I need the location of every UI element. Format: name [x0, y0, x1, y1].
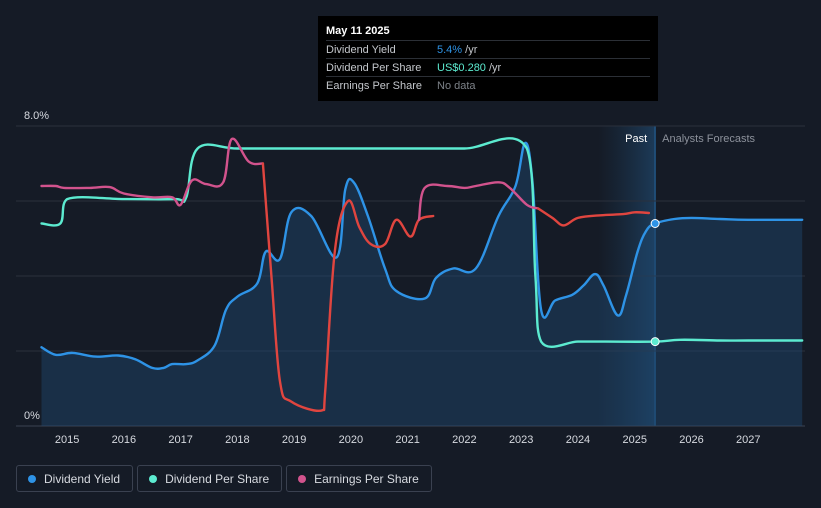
series-area-dividend-yield: [41, 142, 803, 426]
x-tick-label: 2016: [112, 434, 136, 446]
x-tick-label: 2018: [225, 434, 249, 446]
series-line-earnings-per-share: [417, 181, 540, 221]
tooltip-label: Earnings Per Share: [326, 80, 422, 92]
y-tick-label: 8.0%: [24, 110, 49, 122]
tooltip-date: May 11 2025: [326, 25, 390, 37]
marker-dividend-per-share: [650, 337, 660, 347]
x-tick-label: 2015: [55, 434, 79, 446]
legend-dot-icon: [28, 474, 36, 483]
tooltip-row-dividend-yield: Dividend Yield 5.4% /yr: [326, 40, 650, 59]
legend-label: Dividend Yield: [44, 471, 121, 486]
tooltip-label: Dividend Per Share: [326, 62, 422, 74]
marker-dividend-yield: [650, 219, 660, 228]
series-line-earnings-per-share: [40, 137, 265, 207]
forecast-label: Analysts Forecasts: [662, 133, 755, 145]
x-tick-label: 2022: [452, 434, 476, 446]
series-line-earnings-per-share: [261, 162, 435, 413]
series-line-dividend-per-share: [40, 137, 804, 348]
x-tick-label: 2027: [736, 434, 760, 446]
chart-legend: Dividend Yield Dividend Per Share Earnin…: [16, 465, 432, 494]
tooltip-label: Dividend Yield: [326, 44, 396, 56]
legend-item-dividend-yield[interactable]: Dividend Yield: [16, 465, 134, 492]
legend-dot-icon: [149, 474, 158, 483]
dividend-chart: 8.0% 0% 2015 2016 2017 2018 2019 2020 2021 2022 20…: [16, 110, 805, 446]
series-line-dividend-yield: [40, 141, 804, 370]
legend-item-dividend-per-share[interactable]: Dividend Per Share: [137, 465, 283, 492]
tooltip-value: US$0.280 /yr: [437, 62, 502, 74]
legend-item-earnings-per-share[interactable]: Earnings Per Share: [286, 465, 432, 492]
tooltip-value: 5.4% /yr: [437, 44, 478, 56]
x-tick-label: 2026: [679, 434, 703, 446]
y-tick-label: 0%: [24, 410, 40, 422]
tooltip-value: No data: [437, 80, 476, 92]
tooltip-row-earnings-per-share: Earnings Per Share No data: [326, 76, 650, 95]
x-tick-label: 2017: [168, 434, 192, 446]
chart-tooltip: May 11 2025 Dividend Yield 5.4% /yr Divi…: [318, 16, 658, 101]
tooltip-row-dividend-per-share: Dividend Per Share US$0.280 /yr: [326, 58, 650, 77]
legend-label: Dividend Per Share: [165, 471, 270, 486]
past-label: Past: [625, 133, 647, 145]
legend-dot-icon: [298, 474, 307, 483]
x-tick-label: 2021: [395, 434, 419, 446]
x-tick-label: 2020: [339, 434, 363, 446]
x-tick-label: 2025: [622, 434, 646, 446]
x-tick-label: 2024: [566, 434, 590, 446]
series-line-earnings-per-share: [537, 207, 651, 227]
x-tick-label: 2019: [282, 434, 306, 446]
x-tick-label: 2023: [509, 434, 533, 446]
legend-label: Earnings Per Share: [314, 471, 419, 486]
